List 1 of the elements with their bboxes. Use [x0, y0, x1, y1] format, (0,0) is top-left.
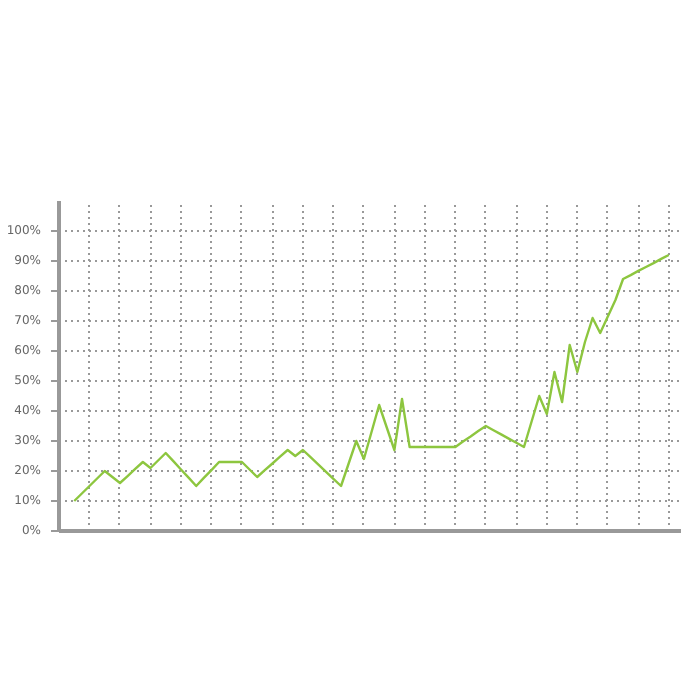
- line-series: [73, 253, 670, 503]
